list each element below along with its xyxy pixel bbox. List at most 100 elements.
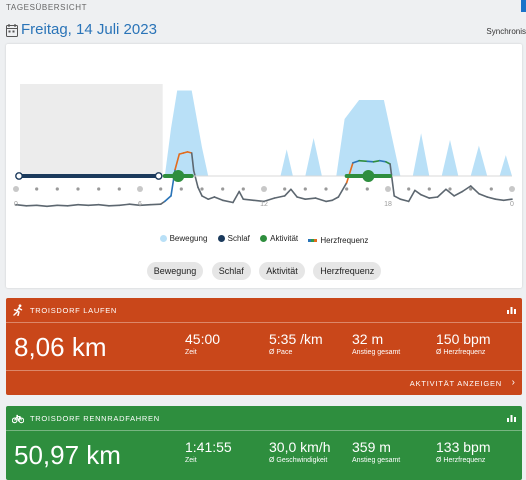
series-herzfrequenz-segment — [337, 181, 348, 198]
series-herzfrequenz-segment — [201, 195, 209, 200]
series-herzfrequenz-segment — [325, 199, 334, 203]
series-herzfrequenz-segment — [366, 160, 375, 163]
stat-value: 32 m — [352, 331, 384, 347]
view-activity-link[interactable]: AKTIVITÄT ANZEIGEN — [409, 379, 502, 388]
series-herzfrequenz-segment — [358, 159, 369, 163]
series-herzfrequenz-segment — [314, 197, 327, 203]
series-herzfrequenz-segment — [15, 203, 28, 207]
series-herzfrequenz-segment — [399, 198, 410, 203]
activity-header: TROISDORF RENNRADFAHREN — [6, 406, 522, 431]
legend-item-herzfrequenz: Herzfrequenz — [308, 236, 368, 245]
series-herzfrequenz-segment — [207, 196, 216, 200]
chevron-right-icon[interactable]: › — [511, 377, 515, 388]
series-herzfrequenz-segment — [97, 203, 110, 207]
series-herzfrequenz-segment — [221, 199, 234, 204]
stat-value: 45:00 — [185, 331, 221, 347]
filter-schlaf-button[interactable]: Schlaf — [211, 262, 251, 280]
stat-herzfrequenz: 133 bpm Ø Herzfrequenz — [436, 439, 490, 464]
activity-card-run[interactable]: TROISDORF LAUFEN 8,06 km 45:00 Zeit 5:35… — [6, 298, 522, 395]
x-tick-label: 6 — [138, 201, 142, 208]
series-herzfrequenz-segment — [453, 190, 464, 197]
series-herzfrequenz-segment — [118, 203, 131, 207]
series-herzfrequenz-segment — [190, 152, 195, 172]
running-icon — [172, 170, 185, 182]
page-tab[interactable] — [521, 0, 526, 12]
series-herzfrequenz-segment — [478, 192, 489, 198]
series-herzfrequenz-segment — [372, 159, 381, 163]
series-herzfrequenz-segment — [192, 169, 199, 188]
series-herzfrequenz-segment — [389, 163, 396, 197]
stat-zeit: 45:00 Zeit — [185, 331, 220, 356]
series-herzfrequenz-segment — [445, 188, 455, 197]
series-herzfrequenz-segment — [469, 185, 480, 195]
series-herzfrequenz-segment — [420, 194, 431, 199]
activity-header: TROISDORF LAUFEN — [6, 298, 522, 323]
hour-dot — [469, 187, 473, 191]
hour-dot — [448, 187, 452, 191]
hour-dot — [407, 187, 411, 191]
legend-label: Bewegung — [169, 234, 208, 243]
sync-link[interactable]: Synchronis — [486, 27, 526, 36]
activity-card-bike[interactable]: TROISDORF RENNRADFAHREN 50,97 km 1:41:55… — [6, 406, 522, 480]
series-herzfrequenz-segment — [174, 153, 181, 171]
filter-bewegung-button[interactable]: Bewegung — [146, 262, 204, 280]
stat-label: Anstieg gesamt — [352, 349, 401, 356]
series-herzfrequenz-segment — [428, 196, 439, 199]
hour-dot — [179, 187, 183, 191]
series-herzfrequenz-segment — [296, 196, 307, 200]
calendar-icon[interactable] — [6, 24, 18, 37]
legend-item-schlaf: Schlaf — [217, 234, 250, 243]
series-herzfrequenz-segment — [331, 196, 340, 202]
page-label: TAGESÜBERSICHT — [6, 3, 88, 12]
hour-dot — [385, 186, 391, 192]
series-herzfrequenz-segment — [66, 203, 79, 207]
series-herzfrequenz-segment — [352, 159, 360, 164]
hour-dot — [76, 187, 80, 191]
stat-anstieg: 32 m Anstieg gesamt — [352, 331, 400, 356]
stat-zeit: 1:41:55 Zeit — [185, 439, 232, 464]
series-herzfrequenz-segment — [87, 203, 100, 207]
legend-label: Herzfrequenz — [320, 236, 369, 245]
stat-value: 5:35 /km — [269, 331, 323, 347]
legend-item-bewegung: Bewegung — [159, 234, 208, 243]
hour-dot — [509, 186, 515, 192]
series-herzfrequenz-segment — [461, 185, 472, 193]
hour-dot — [261, 186, 267, 192]
series-herzfrequenz-segment — [393, 195, 402, 200]
x-tick-label: 18 — [384, 201, 392, 208]
series-herzfrequenz-segment — [56, 204, 69, 207]
series-herzfrequenz-segment — [46, 204, 59, 208]
page-title[interactable]: Freitag, 14 Juli 2023 — [21, 21, 157, 38]
day-chart-card: 0 6 12 18 0 Bewegung Schlaf Aktivität Herzfr… — [6, 44, 522, 288]
hour-dot — [489, 187, 493, 191]
hour-dot — [200, 187, 204, 191]
legend-schlaf-marker — [217, 235, 225, 242]
hour-dot — [365, 187, 369, 191]
bar-chart-icon[interactable] — [507, 306, 516, 314]
series-herzfrequenz-segment — [25, 204, 38, 207]
activity-distance: 8,06 km — [14, 332, 107, 362]
hour-dot — [283, 187, 287, 191]
hour-dot — [159, 187, 163, 191]
series-herzfrequenz-segment — [273, 195, 286, 199]
stat-label: Ø Pace — [269, 349, 293, 356]
hour-dot — [345, 187, 349, 191]
stat-label: Ø Herzfrequenz — [436, 457, 486, 464]
stat-value: 150 bpm — [436, 331, 491, 347]
hour-dot — [137, 186, 143, 192]
sleep-end-marker — [154, 172, 163, 180]
series-herzfrequenz-segment — [197, 186, 203, 197]
filter-aktivitaet-button[interactable]: Aktivität — [259, 262, 305, 280]
series-bewegung-area — [164, 90, 513, 176]
stat-label: Zeit — [185, 349, 197, 356]
bar-chart-icon[interactable] — [507, 414, 516, 422]
filter-herzfrequenz-button[interactable]: Herzfrequenz — [313, 262, 382, 280]
sleep-start-marker — [15, 172, 23, 180]
chart-legend: Bewegung Schlaf Aktivität Herzfrequenz — [6, 234, 522, 245]
legend-label: Schlaf — [227, 234, 250, 243]
series-herzfrequenz-segment — [159, 200, 166, 205]
activity-name: TROISDORF LAUFEN — [30, 306, 118, 315]
hour-dot — [97, 187, 101, 191]
stat-value: 30,0 km/h — [269, 439, 331, 455]
stat-herzfrequenz: 150 bpm Ø Herzfrequenz — [436, 331, 490, 356]
